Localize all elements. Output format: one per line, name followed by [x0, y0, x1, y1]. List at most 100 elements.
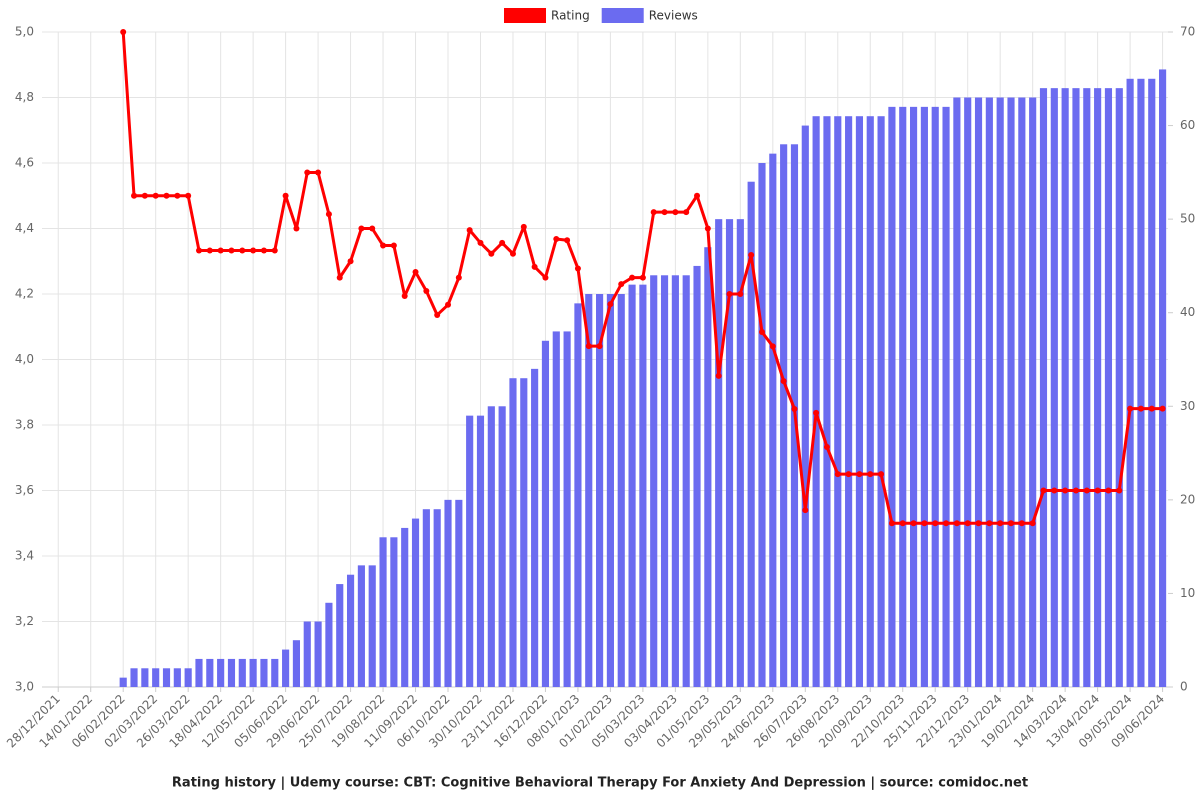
- bar: [227, 658, 236, 687]
- rating-point: [1083, 487, 1090, 494]
- rating-point: [206, 247, 213, 254]
- bar: [1050, 88, 1058, 687]
- y-tick-label: 4,6: [15, 156, 34, 170]
- bar: [379, 537, 387, 687]
- y2-tick-label: 20: [1180, 492, 1195, 506]
- rating-point: [964, 520, 971, 527]
- bar: [1018, 97, 1026, 687]
- bar: [974, 97, 983, 687]
- rating-point: [466, 227, 473, 234]
- legend-swatch: [504, 8, 546, 23]
- rating-point: [867, 471, 874, 478]
- bar: [606, 294, 614, 687]
- rating-point: [1062, 487, 1069, 494]
- bar: [834, 116, 842, 687]
- rating-point: [607, 301, 614, 308]
- bar: [650, 275, 658, 687]
- bar: [141, 668, 149, 687]
- bar: [531, 368, 539, 687]
- bar: [1029, 97, 1037, 687]
- bar: [1061, 88, 1069, 687]
- rating-point: [239, 247, 246, 254]
- bar: [119, 677, 127, 687]
- rating-point: [585, 343, 592, 350]
- rating-point: [260, 247, 267, 254]
- bar: [552, 331, 560, 687]
- rating-point: [769, 343, 776, 350]
- rating-point: [694, 192, 701, 199]
- bar: [628, 284, 636, 687]
- rating-point: [683, 209, 690, 216]
- bar: [173, 668, 181, 687]
- bar: [1115, 88, 1123, 687]
- bar: [444, 499, 452, 687]
- bar: [1083, 88, 1091, 687]
- rating-point: [358, 225, 365, 232]
- rating-point: [282, 192, 289, 199]
- rating-point: [856, 471, 863, 478]
- bar: [217, 658, 225, 687]
- rating-point: [520, 223, 527, 230]
- bar: [130, 668, 138, 687]
- bar: [596, 294, 604, 687]
- bar: [238, 658, 246, 687]
- rating-point: [509, 250, 516, 257]
- bar: [433, 509, 441, 687]
- bar: [845, 116, 853, 687]
- y-tick-label: 3,0: [15, 680, 34, 694]
- bar: [953, 97, 961, 687]
- rating-point: [1029, 520, 1036, 527]
- rating-point: [293, 225, 300, 232]
- rating-point: [888, 520, 895, 527]
- bar: [357, 565, 365, 687]
- rating-point: [986, 520, 993, 527]
- rating-point: [574, 265, 581, 272]
- rating-point: [737, 291, 744, 297]
- rating-point: [845, 471, 852, 478]
- rating-point: [943, 520, 950, 527]
- rating-point: [975, 520, 982, 527]
- rating-point: [629, 274, 636, 281]
- bar: [541, 340, 550, 687]
- rating-point: [921, 520, 928, 527]
- bar: [920, 106, 928, 688]
- rating-point: [434, 311, 441, 318]
- bar: [184, 668, 192, 687]
- rating-point: [997, 520, 1004, 527]
- rating-point: [423, 288, 430, 295]
- y-tick-label: 3,4: [15, 549, 34, 563]
- rating-point: [531, 263, 538, 270]
- bar: [314, 621, 322, 687]
- y-tick-label: 3,2: [15, 614, 34, 628]
- y2-tick-label: 40: [1180, 305, 1195, 319]
- rating-point: [1094, 487, 1101, 494]
- legend-swatch: [601, 8, 644, 23]
- bar: [1039, 88, 1048, 687]
- rating-point: [488, 250, 495, 257]
- bar: [931, 106, 939, 688]
- bar: [1126, 78, 1134, 688]
- y2-tick-label: 30: [1180, 399, 1195, 413]
- bar: [325, 602, 333, 687]
- bar: [1007, 97, 1015, 687]
- bar: [585, 294, 593, 687]
- rating-point: [910, 520, 917, 527]
- rating-point: [932, 520, 939, 527]
- bar: [271, 658, 279, 687]
- rating-point: [195, 247, 202, 254]
- rating-point: [174, 192, 181, 199]
- rating-point: [726, 291, 733, 297]
- bar: [260, 658, 268, 687]
- rating-point: [325, 211, 332, 218]
- rating-point: [813, 409, 820, 416]
- bar: [866, 116, 874, 687]
- bar: [152, 668, 160, 687]
- rating-point: [704, 225, 711, 232]
- rating-point: [369, 225, 376, 232]
- bar: [823, 116, 831, 687]
- bar: [487, 406, 495, 687]
- rating-point: [791, 405, 798, 412]
- rating-point: [834, 471, 841, 478]
- rating-point: [802, 507, 809, 514]
- bar: [996, 97, 1004, 687]
